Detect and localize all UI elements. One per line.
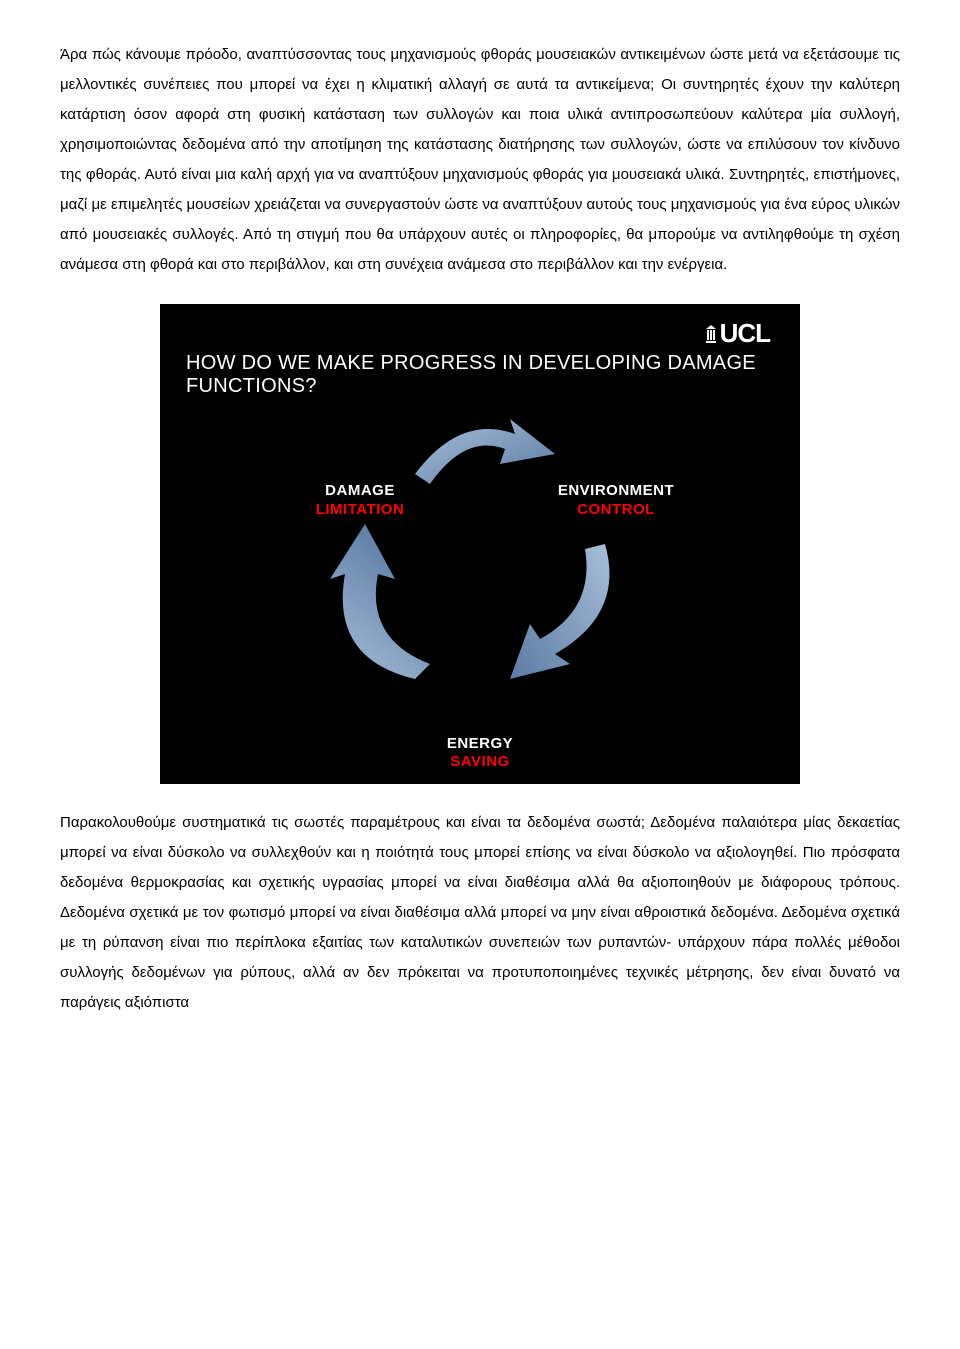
label-damage-line2: LIMITATION	[300, 501, 420, 520]
cycle-diagram: DAMAGE LIMITATION ENVIRONMENT CONTROL EN…	[310, 424, 650, 744]
label-damage-line1: DAMAGE	[300, 482, 420, 501]
label-env-line2: CONTROL	[546, 501, 686, 520]
arrow-right	[495, 534, 625, 684]
paragraph-1: Άρα πώς κάνουμε πρόοδο, αναπτύσσοντας το…	[60, 40, 900, 280]
label-damage: DAMAGE LIMITATION	[300, 482, 420, 520]
ucl-logo-text: UCL	[720, 318, 770, 349]
label-energy-line1: ENERGY	[420, 735, 540, 754]
slide-damage-functions: UCL HOW DO WE MAKE PROGRESS IN DEVELOPIN…	[160, 304, 800, 784]
paragraph-2: Παρακολουθούμε συστηματικά τις σωστές πα…	[60, 808, 900, 1018]
ucl-logo: UCL	[706, 318, 770, 349]
label-energy: ENERGY SAVING	[420, 735, 540, 773]
label-env-line1: ENVIRONMENT	[546, 482, 686, 501]
ucl-logo-icon	[706, 325, 716, 343]
arrow-top	[405, 414, 555, 504]
arrow-left	[320, 519, 450, 689]
label-energy-line2: SAVING	[420, 753, 540, 772]
label-environment: ENVIRONMENT CONTROL	[546, 482, 686, 520]
slide-title: HOW DO WE MAKE PROGRESS IN DEVELOPING DA…	[186, 352, 800, 398]
